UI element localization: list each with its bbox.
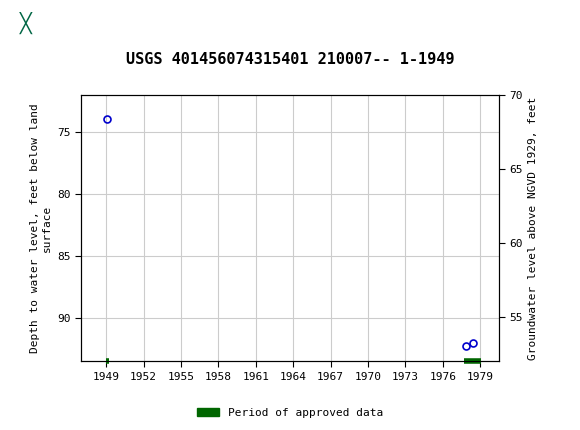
Y-axis label: Depth to water level, feet below land
surface: Depth to water level, feet below land su… [30,103,52,353]
Legend: Period of approved data: Period of approved data [193,403,387,422]
Y-axis label: Groundwater level above NGVD 1929, feet: Groundwater level above NGVD 1929, feet [528,96,538,359]
Text: USGS 401456074315401 210007-- 1-1949: USGS 401456074315401 210007-- 1-1949 [126,52,454,68]
Text: ╳: ╳ [20,12,32,34]
Text: USGS: USGS [67,12,130,33]
FancyBboxPatch shape [5,3,46,42]
